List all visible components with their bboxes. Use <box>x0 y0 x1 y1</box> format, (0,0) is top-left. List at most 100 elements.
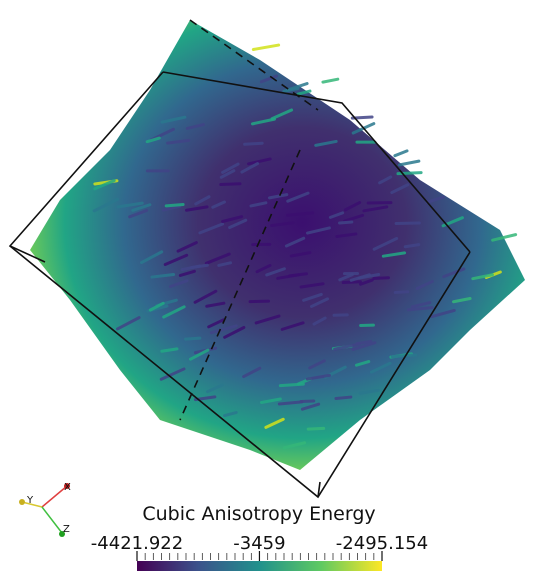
arrow <box>221 162 240 174</box>
arrow <box>248 299 271 304</box>
arrow <box>254 314 281 325</box>
arrow <box>247 157 272 166</box>
arrow <box>189 348 210 361</box>
arrow <box>285 82 309 92</box>
arrow <box>357 272 381 280</box>
axis-z-tip <box>59 531 65 537</box>
colorbar-title: Cubic Anisotropy Energy <box>142 503 375 525</box>
axis-y <box>21 501 43 508</box>
arrow <box>168 279 189 288</box>
arrow <box>162 305 186 319</box>
arrow <box>358 388 380 395</box>
arrow <box>180 264 202 272</box>
arrow <box>362 205 389 213</box>
arrow <box>145 136 161 144</box>
arrow <box>306 426 326 431</box>
arrow <box>285 211 315 217</box>
arrow <box>381 251 407 258</box>
arrow <box>308 359 326 370</box>
arrow <box>393 290 410 294</box>
arrow <box>334 395 353 400</box>
arrow <box>219 182 242 187</box>
arrow <box>378 175 393 185</box>
axis-y-label: Y <box>26 495 34 506</box>
arrow <box>193 289 218 304</box>
arrow <box>343 201 362 212</box>
arrow <box>398 159 421 167</box>
arrow <box>305 226 331 235</box>
arrow <box>184 336 202 341</box>
box-edge <box>162 71 471 253</box>
arrow <box>243 141 264 146</box>
arrow <box>299 282 325 289</box>
arrow <box>159 367 186 381</box>
arrow <box>259 74 278 84</box>
arrow <box>284 236 306 248</box>
arrow <box>206 383 224 394</box>
arrow <box>280 321 305 331</box>
axis-x-tip <box>64 483 70 489</box>
arrow <box>160 347 179 353</box>
arrow <box>351 341 377 351</box>
arrow <box>354 360 371 367</box>
arrow <box>343 213 365 223</box>
arrow <box>289 251 312 258</box>
arrow <box>140 250 164 265</box>
arrow <box>255 263 272 274</box>
colorbar-tick-label: -2495.154 <box>336 533 428 554</box>
arrow <box>240 162 260 174</box>
arrow <box>451 297 472 304</box>
arrow <box>321 77 340 84</box>
arrow <box>270 108 294 121</box>
axis-z-label: Z <box>63 524 70 535</box>
arrow <box>249 201 268 208</box>
axis-z <box>41 506 63 534</box>
arrow <box>296 89 312 96</box>
arrow <box>335 232 358 239</box>
arrow <box>251 43 281 51</box>
arrow <box>430 308 456 319</box>
arrow <box>93 179 116 191</box>
arrow <box>369 361 392 374</box>
arrow <box>276 273 300 280</box>
arrow <box>406 306 434 312</box>
axis-y-tip <box>19 499 25 505</box>
arrow <box>207 318 225 329</box>
arrow <box>277 400 304 406</box>
arrow <box>223 411 238 418</box>
arrow <box>390 183 410 195</box>
arrow <box>372 276 390 280</box>
box-edge <box>9 245 46 263</box>
arrow <box>359 278 374 286</box>
colorbar-tick-label: -3459 <box>233 533 285 554</box>
arrow <box>198 222 225 235</box>
arrow <box>403 243 421 249</box>
arrow <box>150 273 176 279</box>
arrow <box>333 342 362 351</box>
arrow <box>310 297 330 308</box>
arrow <box>166 138 191 145</box>
arrow <box>194 195 211 206</box>
arrow <box>442 267 466 279</box>
arrow <box>223 325 246 339</box>
arrow <box>185 205 209 212</box>
arrow <box>415 279 434 290</box>
arrow <box>160 115 187 124</box>
axis-x-label: X <box>64 482 71 493</box>
arrow <box>491 233 518 242</box>
arrow <box>355 339 373 346</box>
arrow <box>242 366 262 379</box>
arrow <box>205 301 226 308</box>
colorbar-ticks: -4421.922 -3459 -2495.154 <box>91 533 428 561</box>
arrow <box>314 139 338 147</box>
colorbar-tick-label: -4421.922 <box>91 533 183 554</box>
arrow <box>178 269 196 277</box>
arrow <box>270 221 295 228</box>
arrow <box>471 273 494 281</box>
arrow <box>228 218 248 230</box>
arrow <box>161 204 182 212</box>
outline-box <box>8 19 471 499</box>
arrow <box>282 441 307 450</box>
